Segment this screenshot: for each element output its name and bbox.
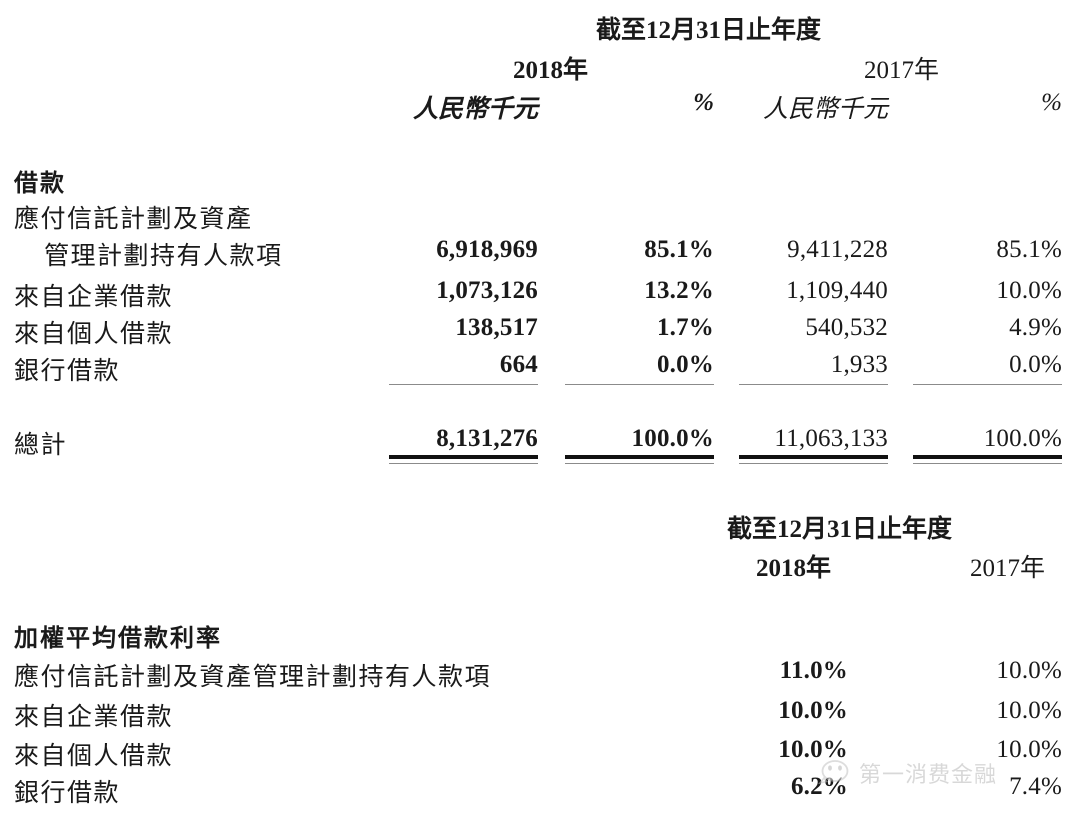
table2-row-0-rate-2017: 10.0% [996,657,1062,684]
table2-row-3-rate-2017: 7.4% [1009,773,1062,800]
table1-total-rule-thin-colA [389,463,538,464]
table1-total-rule-thick-colD [913,455,1062,459]
table1-row-1-amount-2018: 1,073,126 [436,277,538,304]
table1-total-label: 總計 [14,432,68,459]
table1-total-rule-thick-colB [565,455,714,459]
table2-period-header: 截至12月31日止年度 [727,516,953,543]
table2-row-2-rate-2017: 10.0% [996,736,1062,763]
table1-unit-2017-header: 人民幣千元 [762,96,888,123]
table2-row-3-label: 銀行借款 [14,780,121,807]
table1-row-3-pct-2017: 0.0% [1009,351,1062,378]
table1-row-2-amount-2018: 138,517 [455,314,538,341]
table1-row-3-label: 銀行借款 [14,358,121,385]
table2-row-1-rate-2018: 10.0% [778,697,848,724]
table1-row-2-pct-2017: 4.9% [1009,314,1062,341]
table1-row-0-label-line2: 管理計劃持有人款項 [44,243,283,270]
table1-row-3-pct-2018: 0.0% [656,351,714,378]
table1-total-pct-2018: 100.0% [631,425,714,452]
table1-row-0-amount-2017: 9,411,228 [787,236,888,263]
table2-row-1-rate-2017: 10.0% [996,697,1062,724]
table1-year-2018-header: 2018年 [513,57,589,84]
table1-unit-2018-header: 人民幣千元 [412,96,538,123]
table1-row-0-pct-2018: 85.1% [644,236,714,263]
table1-row-2-pct-2018: 1.7% [656,314,714,341]
table2-year-2017-header: 2017年 [970,555,1046,582]
table2-row-0-label: 應付信託計劃及資產管理計劃持有人款項 [14,664,492,691]
table1-subtotal-rule-colB [565,384,714,385]
table1-row-1-amount-2017: 1,109,440 [786,277,888,304]
table1-row-0-pct-2017: 85.1% [996,236,1062,263]
table2-row-1-label: 來自企業借款 [14,704,174,731]
table1-total-amount-2018: 8,131,276 [436,425,538,452]
table1-row-2-amount-2017: 540,532 [805,314,888,341]
table1-row-0-label-line1: 應付信託計劃及資產 [14,206,253,233]
table1-row-1-pct-2017: 10.0% [996,277,1062,304]
table1-row-1-label: 來自企業借款 [14,284,174,311]
table1-total-rule-thick-colA [389,455,538,459]
table1-total-pct-2017: 100.0% [983,425,1062,452]
table1-total-rule-thin-colB [565,463,714,464]
table1-total-rule-thin-colC [739,463,888,464]
table2-row-2-label: 來自個人借款 [14,743,174,770]
table1-year-2017-header: 2017年 [864,57,940,84]
table1-row-3-amount-2018: 664 [499,351,538,378]
table2-row-0-rate-2018: 11.0% [779,657,848,684]
table1-section-title: 借款 [14,170,66,197]
table1-subtotal-rule-colD [913,384,1062,385]
table1-period-header: 截至12月31日止年度 [596,17,822,44]
table1-percent-2018-header: % [693,89,714,116]
table2-section-title: 加權平均借款利率 [14,625,222,652]
table1-percent-2017-header: % [1041,89,1062,116]
table1-total-rule-thick-colC [739,455,888,459]
table1-total-amount-2017: 11,063,133 [774,425,888,452]
table1-row-3-amount-2017: 1,933 [830,351,888,378]
table1-row-1-pct-2018: 13.2% [644,277,714,304]
table1-subtotal-rule-colA [389,384,538,385]
table1-subtotal-rule-colC [739,384,888,385]
table2-row-2-rate-2018: 10.0% [778,736,848,763]
table2-year-2018-header: 2018年 [756,555,832,582]
table1-row-0-amount-2018: 6,918,969 [436,236,538,263]
table1-row-2-label: 來自個人借款 [14,321,174,348]
watermark-text: 第一消费金融 [859,761,998,787]
table1-total-rule-thin-colD [913,463,1062,464]
table2-row-3-rate-2018: 6.2% [790,773,848,800]
